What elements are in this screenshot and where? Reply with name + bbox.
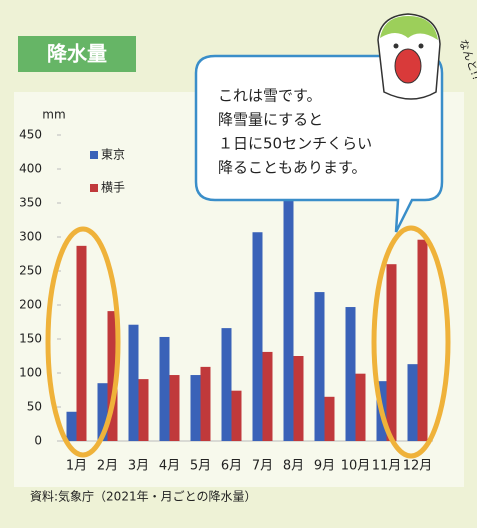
x-tick-label: 11月 [372,459,402,474]
x-tick-label: 10月 [341,459,371,474]
legend-swatch [90,184,98,192]
source: 資料:気象庁（2021年・月ごとの降水量） [30,489,256,504]
bubble-text: １日に50センチくらい [218,135,372,153]
bar [170,375,180,441]
bar [160,337,170,441]
bar [294,356,304,441]
y-tick-label: 300 [19,230,42,244]
x-tick-label: 4月 [159,459,180,474]
y-tick-label: 350 [19,196,42,210]
mascot-mouth [395,49,421,83]
y-axis-label: mm [42,108,65,122]
chart: 降水量 mm 0 50 100 150 200 250 300 350 400 450 東京横手 1月… [0,0,477,528]
mascot-eye [419,44,424,49]
bar [387,264,397,441]
x-tick-label: 7月 [252,459,273,474]
bar [253,232,263,441]
bar [408,364,418,441]
x-tick-label: 12月 [403,459,433,474]
bar [356,374,366,441]
bar [201,367,211,441]
bubble-text: 降雪量にすると [218,111,323,129]
bar [232,391,242,441]
bubble-text: これは雪です。 [218,87,322,105]
x-tick-label: 2月 [97,459,118,474]
bar [129,325,139,441]
x-tick-label: 8月 [283,459,304,474]
bar [284,196,294,441]
bar [139,379,149,441]
bar [263,352,273,441]
legend-swatch [90,151,98,159]
chart-title: 降水量 [47,42,107,66]
x-tick-label: 1月 [66,459,87,474]
x-tick-label: 9月 [314,459,335,474]
y-tick-label: 400 [19,162,42,176]
bar [222,328,232,441]
y-tick-label: 100 [19,366,42,380]
y-tick-label: 250 [19,264,42,278]
y-tick-label: 150 [19,332,42,346]
bar [315,292,325,441]
y-tick-label: 200 [19,298,42,312]
bar [346,307,356,441]
bubble-text: 降ることもあります。 [218,159,367,177]
bar [191,375,201,441]
legend-label: 東京 [101,148,125,162]
mascot-eye [394,44,399,49]
x-tick-label: 3月 [128,459,149,474]
bar [325,397,335,441]
bar [77,246,87,441]
legend-label: 横手 [101,181,125,195]
y-tick-label: 0 [34,434,42,448]
y-tick-label: 450 [19,128,42,142]
bar [67,412,77,441]
bar [418,240,428,441]
y-tick-label: 50 [27,400,42,414]
x-tick-label: 5月 [190,459,211,474]
x-tick-label: 6月 [221,459,242,474]
